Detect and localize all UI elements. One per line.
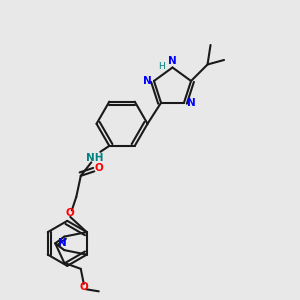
Text: H: H	[158, 61, 165, 70]
Text: N: N	[58, 238, 67, 248]
Text: O: O	[66, 208, 75, 218]
Text: N: N	[168, 56, 177, 66]
Text: O: O	[94, 164, 103, 173]
Text: O: O	[80, 282, 88, 292]
Text: N: N	[143, 76, 152, 86]
Text: N: N	[187, 98, 196, 108]
Text: NH: NH	[85, 153, 103, 163]
